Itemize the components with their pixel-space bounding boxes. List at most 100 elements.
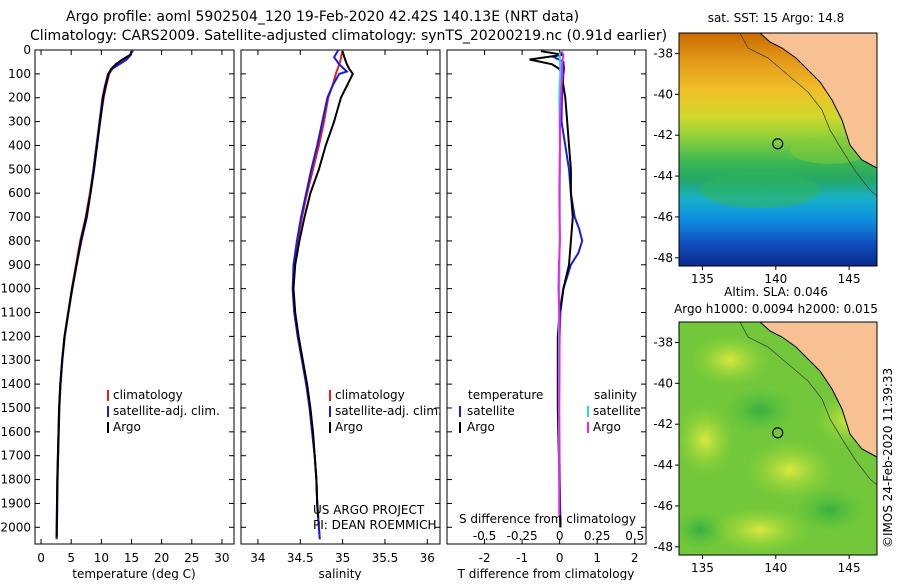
legend-temperature-heading: temperature [468, 388, 543, 402]
map-y-tick-label: -48 [653, 540, 673, 554]
legend-satellite-label: satellite-adj. clim. [335, 404, 442, 418]
bathymetry-contour [739, 33, 877, 197]
sla-map-subtitle: Argo h1000: 0.0094 h2000: 0.015 [674, 302, 878, 316]
map-x-tick-label: 135 [691, 561, 714, 575]
depth-tick-label: 200 [8, 91, 31, 105]
sst-map-title: sat. SST: 15 Argo: 14.8 [708, 11, 845, 25]
argo-float-marker [772, 138, 784, 150]
x-tick-label: 5 [67, 551, 75, 565]
legend-salinity-heading: salinity [594, 388, 637, 402]
sla-map-title: Altim. SLA: 0.046 [724, 285, 828, 299]
sla-high-patch [679, 404, 735, 476]
s-diff-tick-label: -0.25 [507, 529, 538, 543]
series-line-satellite-adj-clim- [291, 50, 349, 540]
depth-tick-label: 1200 [0, 329, 31, 343]
s-difference-axis-label: S difference from climatology [459, 512, 636, 526]
map-y-tick-label: -46 [653, 210, 673, 224]
map-y-tick-label: -44 [653, 169, 673, 183]
legend-sal-argo-label: Argo [593, 420, 621, 434]
sla-low-patch [679, 510, 726, 550]
sla-low-patch [794, 488, 866, 532]
series-line-satellite-adj-clim- [55, 50, 134, 540]
x-tick-label: 0 [37, 551, 45, 565]
x-tick-label: 1 [593, 551, 601, 565]
depth-tick-label: 0 [23, 43, 31, 57]
depth-tick-label: 1900 [0, 496, 31, 510]
project-credit-line-2: PI: DEAN ROEMMICH [313, 518, 436, 532]
argo-float-marker [772, 427, 784, 439]
depth-tick-label: 1100 [0, 306, 31, 320]
depth-tick-label: 700 [8, 210, 31, 224]
legend-sal-satellite-label: satellite [593, 404, 641, 418]
depth-tick-label: 300 [8, 115, 31, 129]
legend-temp-satellite-label: satellite [467, 404, 515, 418]
depth-tick-label: 600 [8, 186, 31, 200]
map-y-tick-label: -38 [653, 335, 673, 349]
depth-tick-label: 400 [8, 138, 31, 152]
depth-tick-label: 500 [8, 162, 31, 176]
s-diff-tick-label: 0.25 [584, 529, 611, 543]
map-x-tick-label: 140 [764, 561, 787, 575]
legend-climatology-label: climatology [113, 388, 183, 402]
map-x-tick-label: 145 [838, 272, 861, 286]
map-y-tick-label: -40 [653, 87, 673, 101]
sla-low-patch [724, 386, 796, 434]
map-y-tick-label: -38 [653, 46, 673, 60]
depth-tick-label: 900 [8, 258, 31, 272]
depth-tick-label: 100 [8, 67, 31, 81]
depth-tick-label: 1400 [0, 377, 31, 391]
imos-credit: ©IMOS 24-Feb-2020 11:39:33 [881, 368, 895, 548]
sst-anomaly-patch [700, 172, 820, 208]
series-line-argo [55, 50, 133, 537]
map-x-tick-label: 135 [691, 272, 714, 286]
depth-tick-label: 1500 [0, 401, 31, 415]
s-diff-tick-label: 0.5 [625, 529, 644, 543]
map-y-tick-label: -42 [653, 128, 673, 142]
sst-map: sat. SST: 15 Argo: 14.8 135 140 145 -38 -40 -… [653, 11, 878, 286]
temperature-panel-frame [34, 49, 235, 545]
map-x-tick-label: 145 [838, 561, 861, 575]
temperature-panel: 0 5 10 15 20 25 30 [37, 50, 230, 565]
depth-axis: 0 100 200 300 400 500 600 700 800 900 1000 1100 1200… [0, 43, 646, 534]
depth-tick-label: 1800 [0, 473, 31, 487]
difference-panel: -2 -1 0 1 2 -0.5 -0.25 0 0.25 0.5 [473, 50, 644, 565]
land-mass [759, 322, 877, 458]
x-tick-label: -2 [479, 551, 491, 565]
map-y-tick-label: -42 [653, 417, 673, 431]
land-mass [759, 33, 877, 169]
series-line-climatology [291, 50, 344, 540]
legend-climatology-label: climatology [335, 388, 405, 402]
sla-high-patch [690, 334, 770, 386]
x-tick-label: 0 [556, 551, 564, 565]
map-y-tick-label: -46 [653, 499, 673, 513]
header-line-2: Climatology: CARS2009. Satellite-adjuste… [30, 28, 667, 44]
sla-high-patch [710, 506, 810, 554]
x-tick-label: 34.5 [287, 551, 314, 565]
x-tick-label: 2 [631, 551, 639, 565]
x-tick-label: 10 [94, 551, 109, 565]
legend-argo-label: Argo [335, 420, 363, 434]
s-diff-tick-label: -0.5 [473, 529, 496, 543]
x-tick-label: 35.5 [372, 551, 399, 565]
project-credit-line-1: US ARGO PROJECT [313, 503, 425, 517]
x-tick-label: 25 [184, 551, 199, 565]
x-tick-label: 34 [250, 551, 265, 565]
difference-panel-frame [446, 49, 647, 545]
depth-tick-label: 800 [8, 234, 31, 248]
depth-tick-label: 1000 [0, 282, 31, 296]
depth-tick-label: 1600 [0, 425, 31, 439]
x-tick-label: 15 [124, 551, 139, 565]
header-line-1: Argo profile: aoml 5902504_120 19-Feb-20… [66, 9, 579, 25]
sla-map-frame [678, 321, 878, 556]
temperature-axis-label: temperature (deg C) [72, 567, 195, 580]
legend-satellite-label: satellite-adj. clim. [113, 404, 220, 418]
x-tick-label: 36 [420, 551, 435, 565]
depth-tick-label: 2000 [0, 520, 31, 534]
sla-map: Altim. SLA: 0.046 Argo h1000: 0.0094 h20… [653, 285, 878, 575]
map-x-tick-label: 140 [764, 272, 787, 286]
salinity-legend: climatology satellite-adj. clim. Argo US… [313, 388, 442, 532]
t-difference-axis-label: T difference from climatology [457, 567, 635, 580]
difference-legend: temperature salinity satellite Argo sate… [459, 388, 641, 526]
sst-map-frame [678, 32, 878, 267]
